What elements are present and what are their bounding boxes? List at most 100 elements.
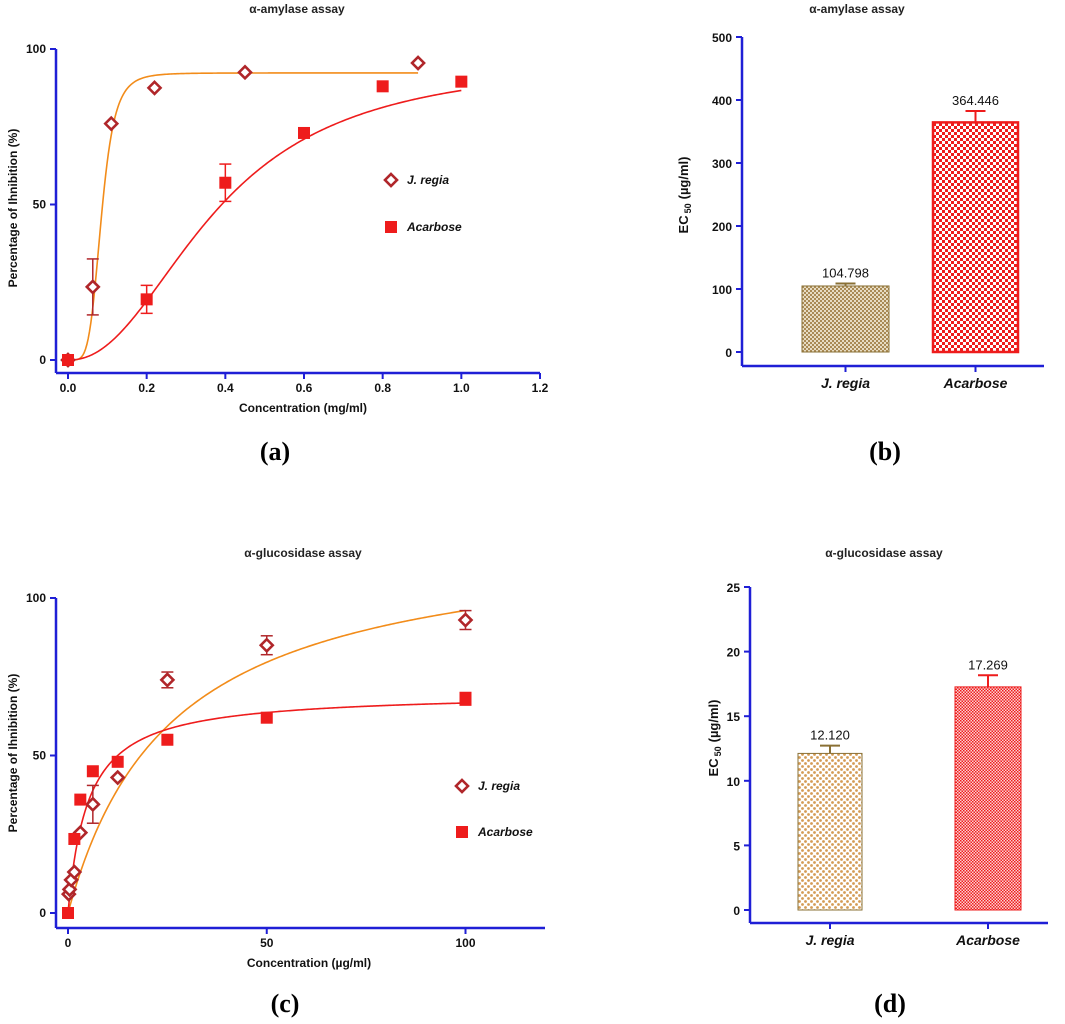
panel-d-glucosidase-ec50: α-glucosidase assay EC 50 (µg/ml) (d) 0 5 10… (706, 546, 1048, 1018)
y-axis-label: Percentage of Ihnibition (%) (6, 674, 20, 833)
acarbose-fit-curve (67, 89, 462, 361)
y-label-unit: (µg/ml) (676, 157, 691, 200)
y-tick-label: 100 (712, 283, 732, 297)
x-tick-label: 0.0 (60, 381, 77, 395)
chart-title: α-glucosidase assay (244, 546, 362, 560)
y-axis-label: EC 50 (µg/ml) (706, 700, 723, 777)
acarbose-point (68, 832, 81, 845)
x-tick-label: 1.2 (532, 381, 549, 395)
j-regia-point (410, 55, 426, 71)
j-regia-point (258, 637, 275, 654)
y-tick-label: 25 (727, 581, 741, 595)
y-tick-label: 0 (725, 346, 732, 360)
acarbose-point (74, 793, 87, 806)
chart-title: α-amylase assay (249, 2, 345, 16)
y-tick-label: 0 (39, 906, 46, 920)
plot-area: 0 5 10 15 20 25 12.120 J. regia 17.269 Acarbose (727, 581, 1048, 948)
x-tick-label: 0.6 (296, 381, 313, 395)
j-regia-point (85, 796, 101, 813)
y-tick-label: 20 (727, 646, 741, 660)
x-tick-label: 0 (65, 936, 72, 950)
legend-j-regia-marker (383, 172, 399, 188)
y-label-subscript: 50 (683, 203, 693, 213)
y-tick-label: 10 (727, 775, 741, 789)
acarbose-point (455, 75, 468, 88)
legend-j-regia-label: J. regia (407, 173, 449, 187)
y-tick-label: 5 (733, 839, 740, 853)
y-tick-label: 200 (712, 220, 732, 234)
j-regia-point (84, 279, 101, 295)
acarbose-point (161, 733, 174, 746)
acarbose-point (140, 293, 153, 306)
chart-title: α-amylase assay (809, 2, 905, 16)
acarbose-point (376, 80, 389, 93)
x-tick-label: 1.0 (453, 381, 470, 395)
legend-j-regia-marker (454, 778, 470, 794)
acarbose-point (62, 907, 74, 919)
x-tick-label: 50 (260, 936, 274, 950)
acarbose-point (86, 765, 99, 778)
panel-c-glucosidase-inhibition: α-glucosidase assay Percentage of Ihnibi… (6, 546, 545, 1018)
j-regia-point (109, 769, 126, 786)
acarbose-point (111, 755, 124, 768)
j-regia-point (146, 80, 163, 96)
y-tick-label: 50 (33, 198, 47, 212)
plot-area: 0 50 100 0 50 100 J. regia Acarbose (26, 591, 545, 950)
panel-a-amylase-inhibition: α-amylase assay Percentage of Ihnibition… (6, 2, 549, 466)
bar-j-regia (801, 285, 890, 353)
bar-value-label: 104.798 (822, 265, 869, 280)
category-label: Acarbose (943, 375, 1008, 391)
plot-area: 0 100 200 300 400 500 104.798 J. regia 364.446 Ac… (712, 31, 1044, 391)
panel-b-amylase-ec50: α-amylase assay EC 50 (µg/ml) (b) 0 100 200 3… (676, 2, 1044, 466)
bar-acarbose (931, 121, 1020, 354)
acarbose-point (219, 176, 232, 189)
bar-j-regia (797, 752, 863, 911)
category-label: J. regia (821, 375, 870, 391)
acarbose-point (62, 354, 74, 366)
y-label-main: EC (706, 758, 721, 777)
panel-label: (a) (260, 437, 290, 466)
x-tick-label: 0.2 (138, 381, 155, 395)
y-tick-label: 50 (33, 749, 47, 763)
x-tick-label: 0.8 (374, 381, 391, 395)
acarbose-point (459, 692, 472, 705)
y-tick-label: 0 (733, 904, 740, 918)
category-label: J. regia (805, 932, 854, 948)
legend-j-regia-label: J. regia (478, 779, 520, 793)
legend-acarbose-marker (385, 221, 397, 233)
y-axis-label: Percentage of Ihnibition (%) (6, 129, 20, 288)
bar-acarbose (954, 686, 1022, 911)
panel-label: (c) (271, 989, 300, 1018)
j-regia-point (61, 881, 78, 898)
x-axis-label: Concentration (µg/ml) (247, 956, 371, 970)
j-regia-point (457, 612, 474, 628)
panel-label: (b) (869, 437, 901, 466)
bar-value-label: 17.269 (968, 657, 1008, 672)
bar-value-label: 12.120 (810, 728, 850, 743)
j-regia-point (66, 864, 83, 880)
y-axis-label: EC 50 (µg/ml) (676, 157, 693, 234)
legend-acarbose-label: Acarbose (477, 825, 533, 839)
y-tick-label: 400 (712, 94, 732, 108)
y-tick-label: 300 (712, 157, 732, 171)
j-regia-fit-curve (68, 72, 419, 361)
y-tick-label: 0 (39, 353, 46, 367)
legend-acarbose-label: Acarbose (406, 220, 462, 234)
j-regia-point (103, 115, 120, 132)
plot-area: 0 50 100 0.0 0.2 0.4 0.6 0.8 1.0 1.2 J. regia Acarb… (26, 42, 549, 395)
j-regia-fit-curve (67, 609, 466, 914)
y-label-unit: (µg/ml) (706, 700, 721, 743)
legend-acarbose-marker (456, 826, 468, 838)
x-tick-label: 0.4 (217, 381, 234, 395)
chart-title: α-glucosidase assay (825, 546, 943, 560)
panel-label: (d) (874, 989, 906, 1018)
y-tick-label: 100 (26, 591, 46, 605)
y-label-main: EC (676, 215, 691, 234)
acarbose-point (298, 126, 310, 139)
y-tick-label: 15 (727, 710, 741, 724)
j-regia-point (159, 672, 176, 688)
j-regia-point (237, 64, 253, 81)
x-tick-label: 100 (455, 936, 475, 950)
x-axis-label: Concentration (mg/ml) (239, 401, 367, 415)
